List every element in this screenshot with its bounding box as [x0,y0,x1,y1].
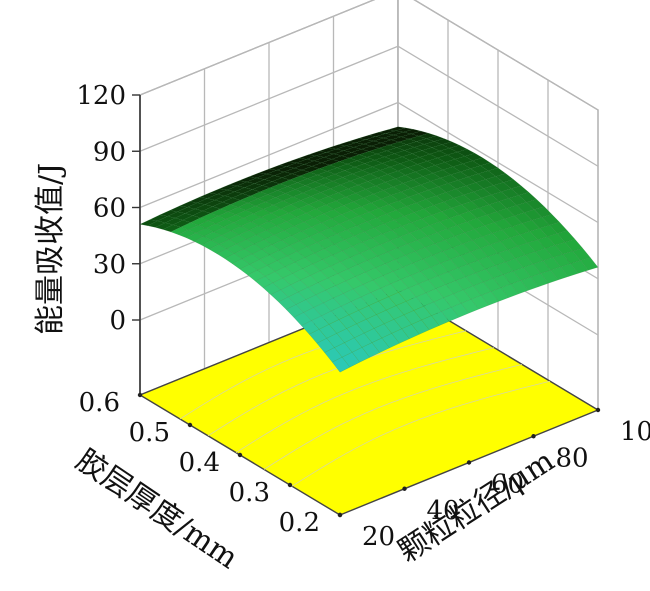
x-tick-label: 80 [556,443,589,473]
z-tick-label: 120 [76,81,126,111]
x-tick [531,434,536,439]
y-tick [237,452,243,458]
z-tick-label: 60 [93,194,126,224]
grid-line [139,0,599,111]
response-surface [139,126,599,373]
y-tick [187,422,193,428]
z-tick-label: 30 [93,250,126,280]
contour-line [291,380,551,487]
y-tick [137,392,143,398]
x-tick-label: 20 [362,522,395,552]
x-tick-label: 60 [491,470,524,500]
contour-line [235,347,495,453]
x-tick [402,486,407,491]
z-tick-label: 90 [93,137,126,167]
y-tick-label: 0.2 [279,508,320,538]
y-tick-label: 0.6 [79,388,120,418]
x-tick-label: 40 [427,496,460,526]
y-tick-label: 0.5 [129,418,170,448]
contour-line [207,330,467,437]
y-tick-label: 0.3 [229,478,270,508]
z-axis-title: 能量吸收值/J [33,163,68,335]
x-tick-label: 100 [620,417,650,447]
surface-patch [580,257,599,271]
chart-floor [138,289,600,516]
y-tick-label: 0.4 [179,448,220,478]
contour-line [263,364,523,470]
x-tick [466,460,472,465]
x-tick [337,512,343,518]
chart-ticks: 0 30 60 90 120 0.2 0.3 0.4 0.5 0.6 20 40 60 80 100 [76,81,650,552]
x-tick [595,407,601,413]
grid-line [139,45,599,167]
grid-line [139,101,599,224]
y-tick [287,482,293,488]
z-tick-label: 0 [109,306,126,336]
